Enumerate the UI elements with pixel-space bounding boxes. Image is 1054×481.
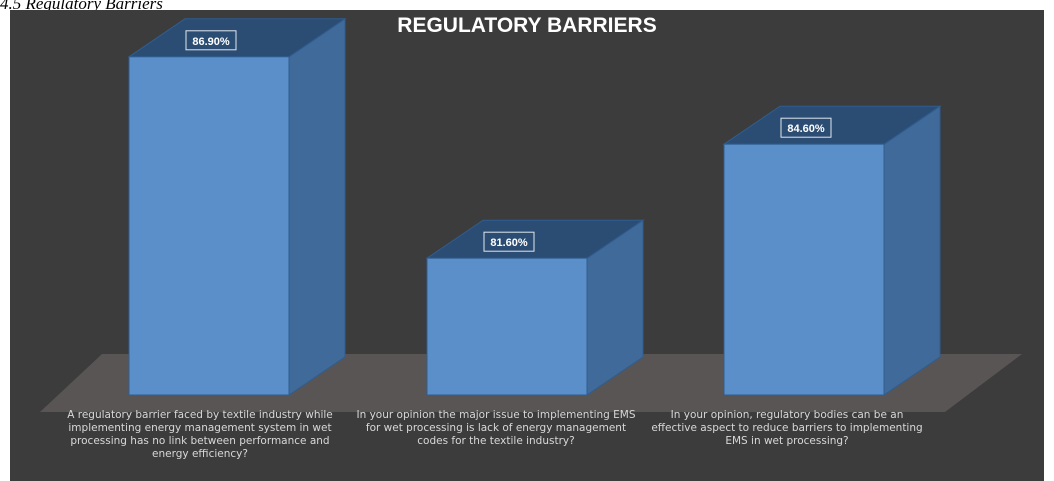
data-label-3: 84.60% — [780, 117, 832, 138]
category-label-2: In your opinion the major issue to imple… — [356, 409, 636, 447]
bar-2 — [425, 219, 645, 396]
data-label-2-text: 81.60% — [490, 237, 528, 249]
bar-1-front — [128, 56, 290, 396]
chart-title: REGULATORY BARRIERS — [397, 14, 657, 37]
category-label-1: A regulatory barrier faced by textile in… — [67, 409, 333, 460]
category-label-3: In your opinion, regulatory bodies can b… — [651, 409, 923, 447]
bar-3-front — [723, 143, 885, 396]
figure-caption: 4.5 Regulatory Barriers — [0, 0, 163, 13]
bar-3 — [722, 105, 942, 396]
data-label-1: 86.90% — [185, 30, 237, 51]
bar-1-side — [288, 17, 346, 396]
data-label-1-text: 86.90% — [192, 36, 230, 48]
data-label-3-box — [780, 117, 832, 138]
data-label-3-text: 84.60% — [787, 123, 825, 135]
data-label-2-box — [483, 231, 535, 252]
chart-plot: 86.90% 81.60% 84.60% — [40, 17, 1022, 412]
bar-1 — [127, 17, 347, 396]
data-label-2: 81.60% — [483, 231, 535, 252]
data-label-1-box — [185, 30, 237, 51]
bar-2-front — [426, 257, 588, 396]
bar-3-side — [883, 105, 941, 396]
chart-area: 86.90% 81.60% 84.60% REGULATORY BARRIERS A… — [10, 10, 1044, 481]
